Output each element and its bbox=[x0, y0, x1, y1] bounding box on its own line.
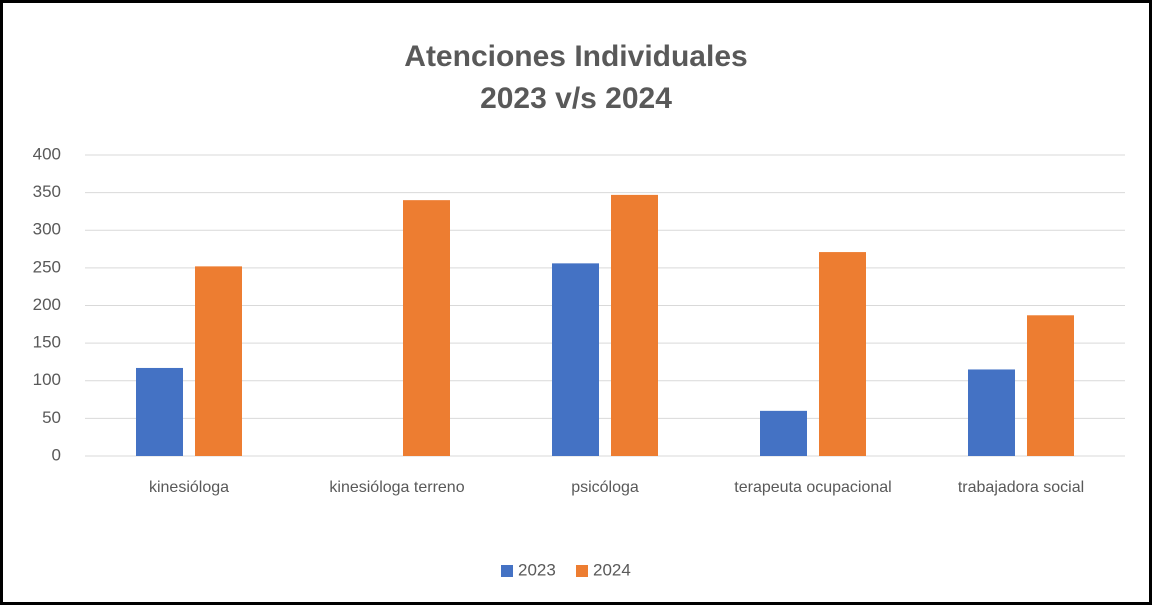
bar bbox=[760, 410, 807, 456]
y-tick-label: 100 bbox=[33, 370, 61, 389]
chart-title: Atenciones Individuales bbox=[404, 40, 747, 73]
y-tick-label: 250 bbox=[33, 257, 61, 276]
y-tick-label: 300 bbox=[33, 220, 61, 239]
legend-label: 2024 bbox=[593, 560, 631, 579]
y-tick-label: 50 bbox=[42, 408, 61, 427]
legend-swatch bbox=[576, 565, 588, 577]
bar bbox=[611, 194, 658, 456]
legend-swatch bbox=[501, 565, 513, 577]
bar bbox=[968, 369, 1015, 456]
legend-label: 2023 bbox=[518, 560, 556, 579]
bar bbox=[552, 263, 599, 456]
bar bbox=[1027, 315, 1074, 456]
x-tick-label: terapeuta ocupacional bbox=[734, 479, 892, 496]
bar bbox=[819, 252, 866, 456]
y-tick-label: 0 bbox=[52, 445, 61, 464]
y-tick-label: 400 bbox=[33, 144, 61, 163]
chart: Atenciones Individuales 2023 v/s 2024 0 5… bbox=[33, 40, 1125, 579]
y-tick-label: 150 bbox=[33, 333, 61, 352]
bar bbox=[403, 200, 450, 456]
bar bbox=[195, 266, 242, 456]
bar bbox=[136, 367, 183, 456]
x-tick-label: kinesióloga terreno bbox=[329, 479, 465, 496]
y-tick-label: 200 bbox=[33, 295, 61, 314]
x-tick-label: trabajadora social bbox=[957, 479, 1085, 496]
chart-title: 2023 v/s 2024 bbox=[480, 82, 672, 115]
x-tick-label: kinesióloga bbox=[148, 479, 230, 496]
x-tick-label: psicóloga bbox=[571, 479, 639, 496]
y-tick-label: 350 bbox=[33, 182, 61, 201]
